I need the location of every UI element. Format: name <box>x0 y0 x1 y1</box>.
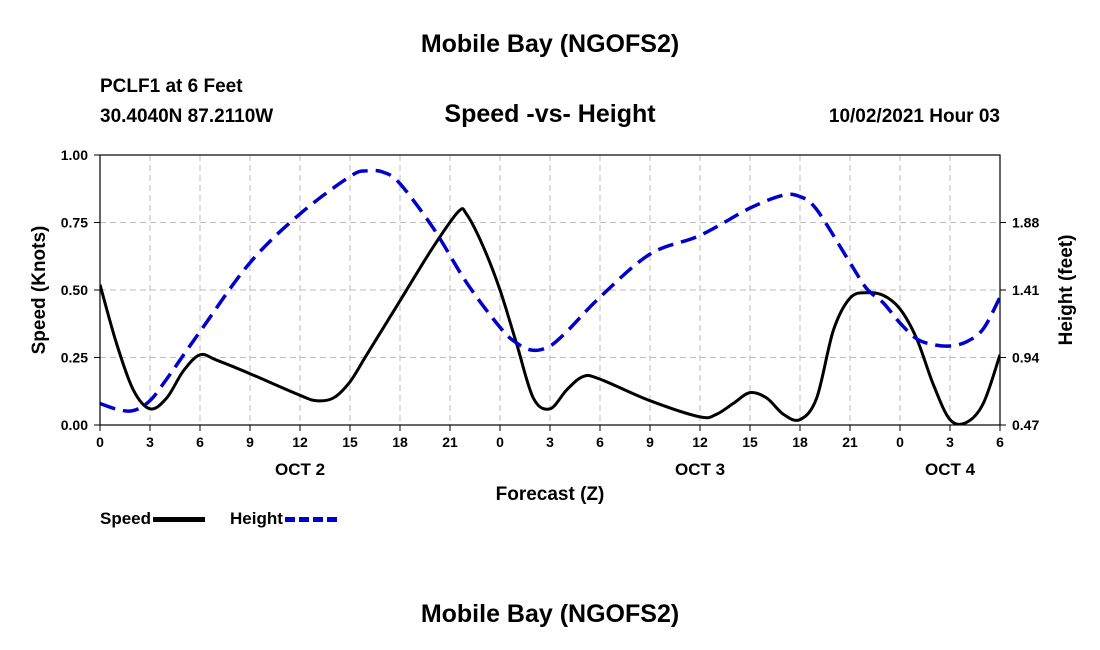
x-tick-label: 6 <box>196 434 204 450</box>
y-tick-label: 0.75 <box>61 215 88 231</box>
x-tick-label: 0 <box>896 434 904 450</box>
x-tick-label: 18 <box>392 434 408 450</box>
date-label: OCT 4 <box>925 460 976 479</box>
forecast-timestamp: 10/02/2021 Hour 03 <box>828 106 1000 127</box>
x-tick-label: 12 <box>692 434 708 450</box>
grid <box>100 155 1000 425</box>
legend-speed-swatch <box>153 516 206 522</box>
y-axis-right-label: Height (feet) <box>1056 235 1077 346</box>
legend-height: Height <box>230 509 337 529</box>
date-label: OCT 2 <box>275 460 325 479</box>
legend-height-label: Height <box>230 509 283 528</box>
y-right-tick-label: 1.41 <box>1012 282 1039 298</box>
y-tick-label: 0.00 <box>61 417 88 433</box>
x-tick-label: 15 <box>342 434 358 450</box>
y-tick-label: 0.50 <box>61 282 88 298</box>
speed-series-line <box>100 207 1000 425</box>
x-tick-label: 3 <box>146 434 154 450</box>
x-tick-label: 3 <box>546 434 554 450</box>
height-series-line <box>100 168 1000 413</box>
page-title: Mobile Bay (NGOFS2) <box>420 30 680 58</box>
x-tick-label: 9 <box>246 434 254 450</box>
y-right-tick-label: 0.94 <box>1012 350 1039 366</box>
x-tick-label: 12 <box>292 434 308 450</box>
date-label: OCT 3 <box>675 460 725 479</box>
legend-height-swatch <box>284 516 337 522</box>
x-axis-label: Forecast (Z) <box>496 484 605 505</box>
x-tick-label: 15 <box>742 434 758 450</box>
legend-speed-label: Speed <box>100 509 152 528</box>
x-tick-label: 21 <box>842 434 858 450</box>
y-right-tick-label: 0.47 <box>1012 417 1039 433</box>
x-tick-label: 21 <box>442 434 458 450</box>
chart-title: Speed -vs- Height <box>444 100 656 128</box>
x-tick-label: 3 <box>946 434 954 450</box>
x-tick-label: 0 <box>96 434 104 450</box>
coordinates-label: 30.4040N 87.2110W <box>100 106 274 127</box>
y-tick-label: 1.00 <box>61 147 88 163</box>
y-right-tick-label: 1.88 <box>1012 215 1039 231</box>
page-footer-title: Mobile Bay (NGOFS2) <box>420 600 680 628</box>
y-tick-label: 0.25 <box>61 350 88 366</box>
legend-speed: Speed <box>100 509 206 529</box>
x-tick-label: 18 <box>792 434 808 450</box>
x-tick-label: 6 <box>996 434 1004 450</box>
series-layer <box>100 168 1000 425</box>
y-axis-label: Speed (Knots) <box>29 226 50 355</box>
station-label: PCLF1 at 6 Feet <box>100 76 243 97</box>
axes: 0 3 6 9 12 15 18 21 0 3 6 9 12 15 18 21 0 3 6 0.00 0.25 0.50 0… <box>61 147 1040 479</box>
x-tick-label: 6 <box>596 434 604 450</box>
x-tick-label: 0 <box>496 434 504 450</box>
x-tick-label: 9 <box>646 434 654 450</box>
